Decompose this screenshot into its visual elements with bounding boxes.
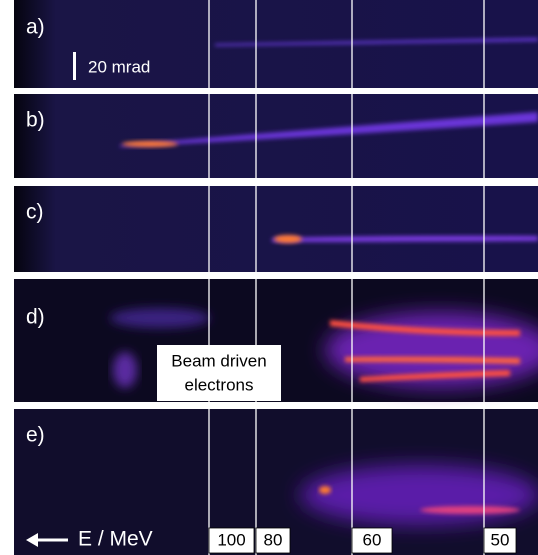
tick-label: 100 xyxy=(217,530,245,549)
beam-core xyxy=(319,486,331,494)
annotation: Beam driven xyxy=(171,351,266,370)
beam-cloud xyxy=(300,465,538,525)
beam-core xyxy=(122,141,178,147)
scale-bar xyxy=(73,52,76,80)
beam-cloud xyxy=(113,352,137,388)
panel-label: a) xyxy=(26,16,45,39)
panel-label: c) xyxy=(26,201,44,224)
annotation: electrons xyxy=(185,375,254,394)
tick-label: 60 xyxy=(363,530,382,549)
figure: 20 mrad a) b) c) d) e) Beam driven elect… xyxy=(0,0,538,555)
panel-label: e) xyxy=(26,424,45,447)
axis-label: E / MeV xyxy=(78,528,153,551)
panel-label: d) xyxy=(26,306,45,329)
panel-c xyxy=(14,186,538,272)
scale-label: 20 mrad xyxy=(88,57,150,76)
beam-core xyxy=(274,235,302,243)
beam-cloud xyxy=(110,308,210,328)
panel-label: b) xyxy=(26,109,45,132)
tick-label: 80 xyxy=(264,530,283,549)
beam-core xyxy=(420,506,520,514)
tick-label: 50 xyxy=(491,530,510,549)
